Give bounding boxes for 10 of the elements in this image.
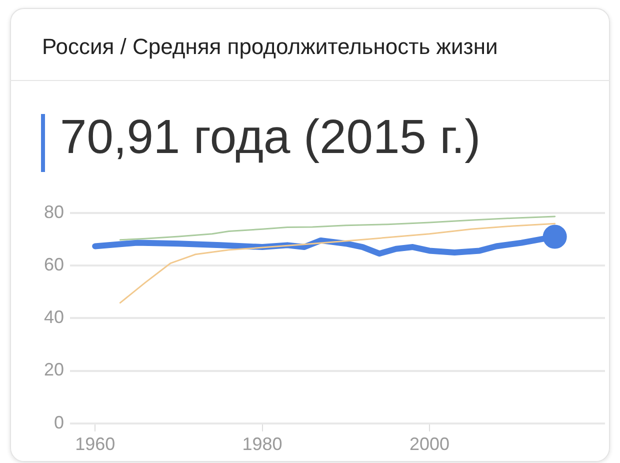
y-tick-label: 20 <box>44 360 64 380</box>
chart-subtitle: 70,91 года (2015 г.) <box>60 110 481 165</box>
x-tick-label: 1980 <box>242 434 282 454</box>
y-tick-label: 0 <box>54 412 64 432</box>
y-tick-label: 40 <box>44 307 64 328</box>
y-tick-label: 60 <box>44 254 64 274</box>
x-tick-label: 2000 <box>409 434 450 454</box>
x-tick-label: 1960 <box>75 434 116 454</box>
y-tick-label: 80 <box>44 202 64 222</box>
chart-title: Россия / Средняя продолжительность жизни <box>42 34 498 60</box>
